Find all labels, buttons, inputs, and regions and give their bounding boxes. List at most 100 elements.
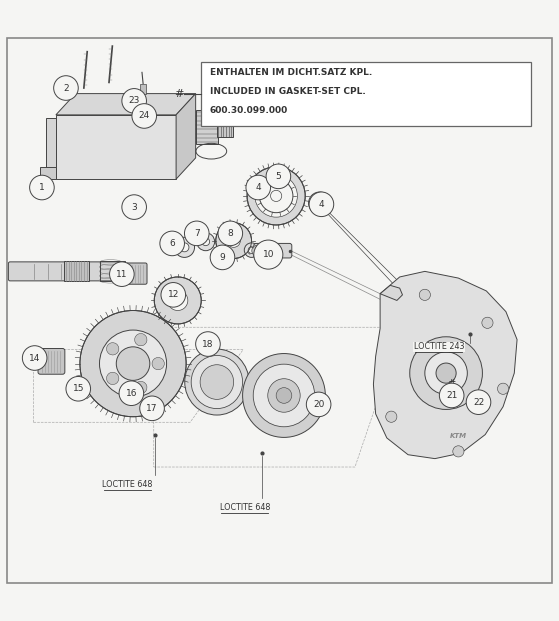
- Ellipse shape: [252, 246, 260, 256]
- Ellipse shape: [152, 358, 164, 369]
- Polygon shape: [56, 94, 196, 115]
- FancyBboxPatch shape: [126, 263, 147, 284]
- Ellipse shape: [243, 353, 325, 437]
- Bar: [217, 120, 233, 137]
- Circle shape: [210, 245, 235, 270]
- Ellipse shape: [135, 381, 147, 394]
- Circle shape: [315, 198, 325, 208]
- Text: INCLUDED IN GASKET-SET CPL.: INCLUDED IN GASKET-SET CPL.: [210, 88, 366, 96]
- Bar: [64, 261, 89, 281]
- Text: 9: 9: [220, 253, 225, 262]
- Bar: [140, 84, 146, 94]
- Circle shape: [247, 167, 305, 225]
- Circle shape: [306, 392, 331, 417]
- Text: 17: 17: [146, 404, 158, 413]
- Circle shape: [140, 396, 164, 420]
- Text: 21: 21: [446, 391, 457, 400]
- Circle shape: [119, 381, 144, 406]
- Ellipse shape: [268, 379, 300, 412]
- Ellipse shape: [191, 355, 243, 409]
- Text: KTM: KTM: [450, 433, 467, 439]
- Circle shape: [436, 363, 456, 383]
- Circle shape: [419, 289, 430, 301]
- Ellipse shape: [253, 364, 315, 427]
- Ellipse shape: [200, 365, 234, 399]
- Text: 6: 6: [169, 239, 175, 248]
- Polygon shape: [373, 271, 517, 459]
- Circle shape: [386, 411, 397, 422]
- Text: 1: 1: [39, 183, 45, 192]
- Polygon shape: [176, 94, 196, 179]
- Circle shape: [161, 283, 186, 307]
- Circle shape: [81, 390, 84, 393]
- Circle shape: [174, 237, 195, 257]
- Circle shape: [66, 376, 91, 401]
- Polygon shape: [122, 263, 140, 279]
- Ellipse shape: [276, 388, 292, 403]
- Circle shape: [439, 383, 464, 408]
- Circle shape: [80, 310, 186, 417]
- Circle shape: [227, 234, 240, 247]
- Text: 5: 5: [276, 172, 281, 181]
- Circle shape: [184, 221, 209, 246]
- Circle shape: [132, 104, 157, 129]
- Text: 8: 8: [228, 229, 233, 238]
- Circle shape: [180, 243, 189, 252]
- Bar: [196, 111, 218, 144]
- Bar: [100, 261, 125, 281]
- FancyBboxPatch shape: [38, 348, 65, 374]
- Circle shape: [254, 240, 283, 269]
- Ellipse shape: [184, 349, 249, 415]
- Circle shape: [122, 89, 146, 113]
- Text: 10: 10: [263, 250, 274, 259]
- Polygon shape: [46, 117, 56, 176]
- Text: 22: 22: [473, 397, 484, 407]
- Circle shape: [309, 192, 331, 214]
- Polygon shape: [40, 167, 56, 179]
- Circle shape: [160, 231, 184, 256]
- Text: 7: 7: [194, 229, 200, 238]
- Text: LOCTITE 648: LOCTITE 648: [220, 503, 270, 512]
- Text: 24: 24: [139, 111, 150, 120]
- Text: 18: 18: [202, 340, 214, 348]
- Text: 12: 12: [168, 291, 179, 299]
- Circle shape: [266, 164, 291, 189]
- Text: 16: 16: [126, 389, 137, 397]
- Circle shape: [309, 192, 334, 217]
- Circle shape: [116, 347, 150, 381]
- FancyBboxPatch shape: [8, 262, 124, 281]
- Circle shape: [110, 262, 134, 286]
- Circle shape: [78, 387, 87, 396]
- Circle shape: [197, 233, 215, 251]
- FancyBboxPatch shape: [201, 61, 531, 126]
- Circle shape: [271, 190, 282, 201]
- Circle shape: [246, 175, 271, 200]
- FancyBboxPatch shape: [254, 243, 292, 258]
- Text: 3: 3: [131, 202, 137, 212]
- Circle shape: [466, 390, 491, 414]
- Polygon shape: [380, 285, 402, 301]
- Polygon shape: [56, 115, 176, 179]
- Circle shape: [244, 243, 259, 257]
- Circle shape: [168, 291, 188, 310]
- Circle shape: [202, 238, 210, 246]
- Text: #: #: [174, 89, 183, 99]
- Text: 4: 4: [319, 200, 324, 209]
- Circle shape: [196, 332, 220, 356]
- Text: 11: 11: [116, 270, 127, 279]
- Circle shape: [248, 247, 255, 253]
- Text: 4: 4: [255, 183, 261, 192]
- Circle shape: [218, 221, 243, 246]
- Text: LOCTITE 648: LOCTITE 648: [102, 481, 153, 489]
- Circle shape: [255, 175, 297, 217]
- Circle shape: [100, 330, 167, 397]
- Circle shape: [122, 195, 146, 219]
- Text: 2: 2: [63, 83, 69, 93]
- Ellipse shape: [135, 333, 147, 346]
- Circle shape: [410, 337, 482, 409]
- Text: ENTHALTEN IM DICHT.SATZ KPL.: ENTHALTEN IM DICHT.SATZ KPL.: [210, 68, 372, 78]
- Circle shape: [498, 383, 509, 394]
- Text: 15: 15: [73, 384, 84, 393]
- Text: 14: 14: [29, 353, 40, 363]
- Circle shape: [259, 179, 293, 212]
